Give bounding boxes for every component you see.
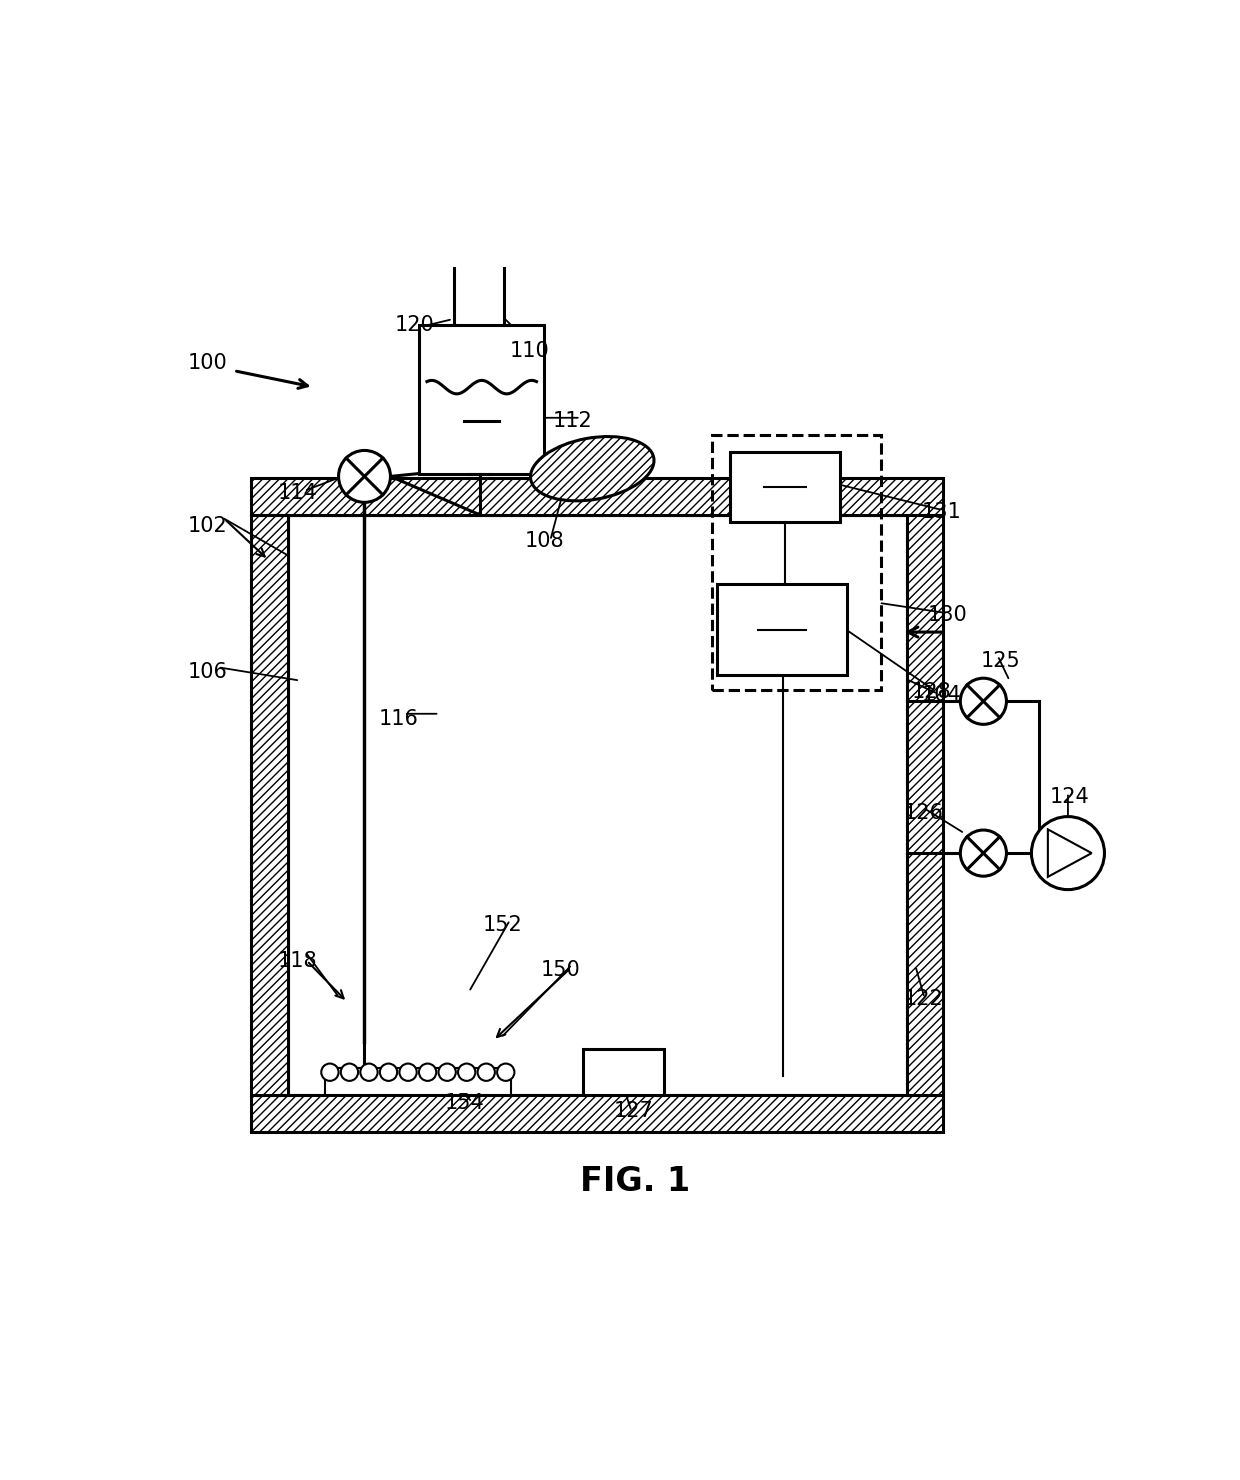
Bar	[250, 478, 942, 515]
Text: 130: 130	[928, 605, 967, 625]
Text: 104: 104	[921, 685, 961, 704]
Circle shape	[379, 1064, 397, 1080]
Circle shape	[497, 1064, 515, 1080]
Text: 116: 116	[379, 709, 419, 728]
Text: FIG. 1: FIG. 1	[580, 1165, 691, 1199]
Bar	[729, 453, 841, 521]
Text: 112: 112	[553, 410, 593, 431]
Bar	[583, 1049, 665, 1095]
Bar	[250, 515, 288, 1095]
Text: 118: 118	[278, 950, 317, 971]
Text: 102: 102	[188, 517, 228, 536]
Text: 127: 127	[614, 1101, 653, 1120]
Circle shape	[458, 1064, 475, 1080]
Bar	[712, 435, 880, 690]
Bar	[906, 515, 942, 1095]
Circle shape	[399, 1064, 417, 1080]
Text: 154: 154	[445, 1092, 485, 1113]
Circle shape	[341, 1064, 358, 1080]
Text: 106: 106	[188, 663, 228, 682]
Text: 126: 126	[904, 802, 944, 823]
Circle shape	[419, 1064, 436, 1080]
Circle shape	[960, 830, 1007, 876]
Circle shape	[339, 450, 391, 502]
Text: 152: 152	[484, 915, 523, 935]
Text: 110: 110	[510, 342, 549, 361]
Text: 128: 128	[911, 682, 951, 702]
Text: 100: 100	[188, 354, 228, 373]
Text: 114: 114	[278, 482, 317, 503]
Bar	[717, 585, 847, 675]
Text: 150: 150	[541, 961, 580, 980]
Text: 131: 131	[921, 502, 961, 522]
Text: 125: 125	[981, 651, 1021, 670]
Circle shape	[361, 1064, 378, 1080]
Ellipse shape	[531, 437, 653, 500]
Circle shape	[321, 1064, 339, 1080]
Bar	[288, 515, 906, 1095]
Text: 120: 120	[394, 315, 434, 334]
Bar	[325, 1069, 511, 1095]
Text: 108: 108	[525, 531, 564, 551]
Bar	[250, 1095, 942, 1132]
Bar	[419, 324, 544, 474]
Text: 122: 122	[904, 989, 944, 1009]
Circle shape	[1032, 817, 1105, 889]
Text: 124: 124	[1050, 787, 1090, 808]
Circle shape	[960, 678, 1007, 724]
Circle shape	[477, 1064, 495, 1080]
Circle shape	[439, 1064, 456, 1080]
